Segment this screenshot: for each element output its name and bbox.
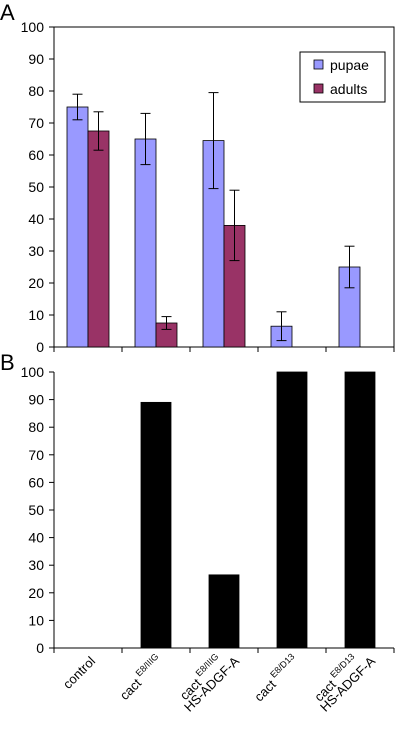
panel-b-y-tick-label: 40 <box>28 530 44 546</box>
panel-a-chart: 0 10 20 30 40 50 60 70 80 90 100 <box>21 19 395 355</box>
legend-label-pupae: pupae <box>330 57 369 73</box>
panel-b-y-tick-label: 100 <box>21 364 45 380</box>
category-label-1: control <box>60 653 98 691</box>
panel-a-bar-pupae <box>66 106 89 348</box>
panel-b-y-tick-label: 50 <box>28 502 44 518</box>
panel-b-y-tick-label: 30 <box>28 557 44 573</box>
panel-b-y-tick-label: 60 <box>28 474 44 490</box>
panel-b-y-tick-label: 70 <box>28 447 44 463</box>
category-label-main: cact <box>117 675 145 703</box>
legend: pupae adults <box>299 51 386 103</box>
panel-a-y-tick-label: 30 <box>28 243 44 259</box>
panel-a-y-tick-label: 40 <box>28 211 44 227</box>
panel-a-y-tick-label: 90 <box>28 51 44 67</box>
panel-b-y-tick-label: 90 <box>28 392 44 408</box>
panel-a-bar-adults <box>87 130 110 348</box>
panel-b-y-tick-label: 80 <box>28 419 44 435</box>
panel-b-letter: B <box>0 350 15 375</box>
panel-a-y-tick-label: 50 <box>28 179 44 195</box>
panel-b-bar-value <box>276 371 308 649</box>
category-label-4: cactE8/D13 <box>249 651 302 704</box>
legend-swatch-adults <box>313 83 324 94</box>
panel-a-y-tick-label: 10 <box>28 307 44 323</box>
panel-b-bar-value <box>344 371 376 649</box>
panel-b-bar-value <box>140 401 172 649</box>
legend-swatch-pupae <box>313 59 324 70</box>
panel-a-y-tick-label: 0 <box>36 339 44 355</box>
panel-b-bar-value <box>208 574 240 649</box>
panel-a-y-tick-label: 80 <box>28 83 44 99</box>
category-label-main: cact <box>251 677 279 705</box>
panel-a-letter: A <box>0 0 15 25</box>
category-label-main: control <box>60 653 98 691</box>
panel-b-y-tick-label: 0 <box>36 640 44 656</box>
category-label-superscript: E8/D13 <box>268 651 296 679</box>
category-label-2: cactE8/IIIG <box>115 651 167 703</box>
panel-b-y-tick-label: 10 <box>28 612 44 628</box>
panel-a-bar-pupae <box>134 138 157 348</box>
panel-a-y-tick-label: 60 <box>28 147 44 163</box>
panel-a-y-tick-label: 20 <box>28 275 44 291</box>
panel-a-y-tick-label: 70 <box>28 115 44 131</box>
category-label-superscript: E8/IIIG <box>134 651 161 678</box>
panel-b-y-tick-label: 20 <box>28 585 44 601</box>
legend-label-adults: adults <box>330 81 367 97</box>
panel-b-chart: 0 10 20 30 40 50 60 70 80 90 100 <box>21 364 395 656</box>
panel-a-y-tick-label: 100 <box>21 19 45 35</box>
